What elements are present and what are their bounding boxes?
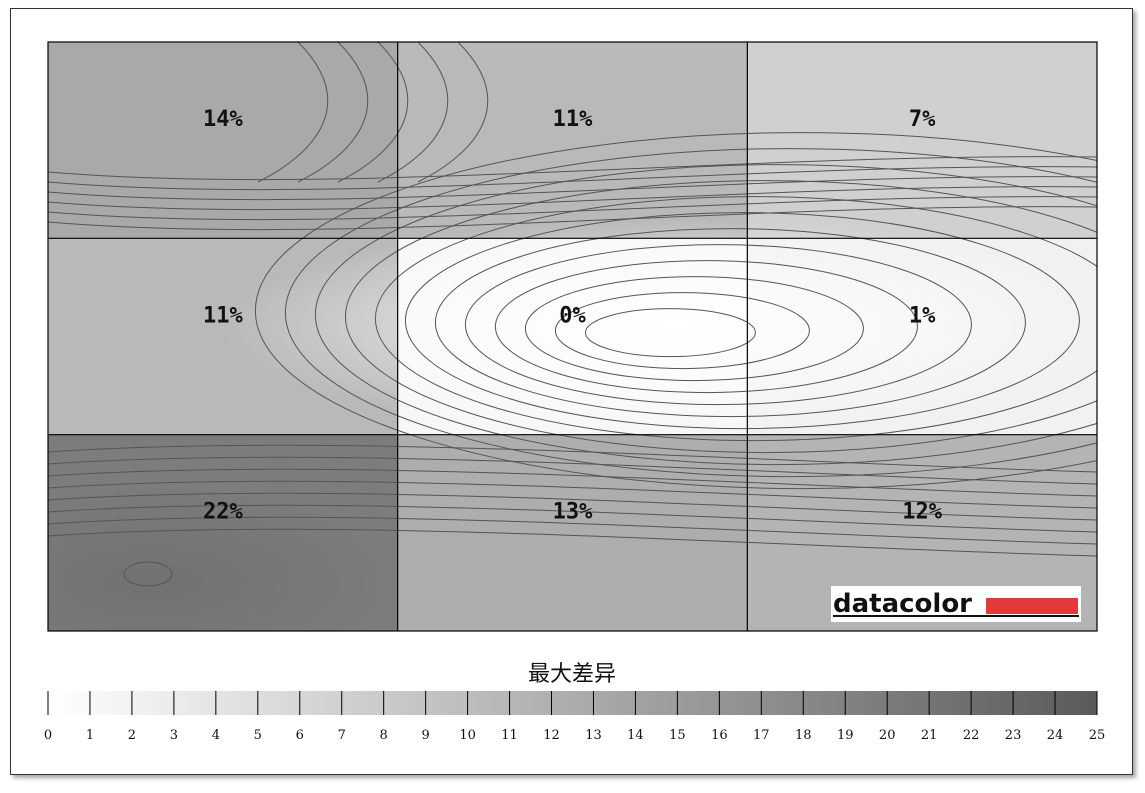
cell-value-label: 11% [203, 303, 243, 328]
contour-line [48, 206, 1097, 231]
cell-value-label: 7% [909, 107, 936, 132]
scale-bar [48, 691, 1097, 715]
contour-lines [48, 42, 1097, 587]
scale-tick-label: 9 [421, 728, 429, 743]
contour-line [48, 444, 1097, 473]
contour-line [285, 148, 1097, 478]
scale-tick-label: 3 [170, 728, 178, 743]
contour-line [48, 186, 1097, 211]
contour-line [345, 180, 1097, 454]
scale-tick-label: 5 [254, 728, 262, 743]
cell-value-label: 11% [553, 107, 593, 132]
contour-line [48, 456, 1097, 485]
scale-tick-label: 0 [44, 728, 52, 743]
contour-line [48, 528, 1097, 557]
contour-line [257, 42, 329, 183]
scale-tick-label: 15 [669, 728, 686, 743]
contour-line [315, 164, 1097, 466]
contour-line [404, 212, 1080, 430]
contour-line [48, 480, 1097, 509]
contour-line [375, 196, 1097, 442]
heat-cell [747, 42, 1097, 239]
scale-tick-label: 10 [459, 728, 476, 743]
scale-tick-label: 16 [711, 728, 728, 743]
scale-tick-label: 20 [879, 728, 896, 743]
contour-line [48, 166, 1097, 191]
contour-line [434, 228, 1026, 418]
cell-value-label: 13% [553, 500, 593, 525]
chart-frame: 14% 11% 7% 11% 0% 1% 22% 13% 12% datacolor 最大差异 … [10, 8, 1133, 775]
scale-tick-label: 11 [501, 728, 518, 743]
contour-line [337, 42, 409, 183]
scale-tick-label: 2 [128, 728, 136, 743]
contour-line [48, 504, 1097, 533]
heat-cell [397, 434, 748, 631]
scale-tick-label: 4 [212, 728, 220, 743]
scale-tick-label: 18 [795, 728, 812, 743]
brand-bar [986, 598, 1078, 614]
datacolor-logo: datacolor [831, 586, 1081, 622]
contour-line [554, 292, 810, 370]
scale-tick-label: 23 [1005, 728, 1022, 743]
scale-tick-label: 22 [963, 728, 980, 743]
cell-value-label: 12% [902, 500, 942, 525]
cell-value-label: 14% [203, 107, 243, 132]
scale-tick-label: 14 [627, 728, 644, 743]
contour-line [584, 308, 756, 358]
contour-line [48, 156, 1097, 181]
legend-title: 最大差异 [528, 662, 616, 687]
cell-labels: 14% 11% 7% 11% 0% 1% 22% 13% 12% [203, 107, 943, 525]
contour-line [48, 492, 1097, 521]
cell-value-label: 0% [559, 303, 586, 328]
contour-line [48, 196, 1097, 221]
scale-tick-label: 8 [380, 728, 388, 743]
contour-line [255, 132, 1097, 490]
plot-border [47, 41, 1098, 632]
grid-lines [47, 41, 1098, 632]
contour-line [417, 42, 489, 183]
cell-value-label: 1% [909, 303, 936, 328]
contour-line [123, 561, 173, 587]
contour-line [297, 42, 369, 183]
scale-tick-label: 17 [753, 728, 770, 743]
scale-tick-label: 7 [338, 728, 346, 743]
contour-line [494, 260, 918, 394]
contour-line [48, 468, 1097, 497]
scale-tick-label: 21 [921, 728, 938, 743]
contour-line [464, 244, 972, 406]
heatmap-surface [48, 42, 1097, 631]
cell-value-label: 22% [203, 500, 243, 525]
scale-tick-label: 25 [1089, 728, 1106, 743]
contour-line [48, 516, 1097, 545]
brand-text: datacolor [833, 589, 972, 619]
scale-tick-label: 6 [296, 728, 304, 743]
uniformity-chart: 14% 11% 7%11% 0% 1%22% 13% 12% datacolor 最大差异 … [44, 41, 1105, 743]
scale-tick-label: 12 [543, 728, 560, 743]
scale-tick-label: 24 [1047, 728, 1064, 743]
contour-line [377, 42, 449, 183]
contour-line [48, 176, 1097, 201]
scale-ticks: 0 1 2 3 4 5 6 7 8 9 10 11 12 13 14 15 16 17 18 19 20 21 22 23 24… [44, 691, 1105, 743]
scale-tick-label: 13 [585, 728, 602, 743]
scale-tick-label: 1 [86, 728, 94, 743]
scale-tick-label: 19 [837, 728, 854, 743]
contour-line [524, 276, 864, 382]
